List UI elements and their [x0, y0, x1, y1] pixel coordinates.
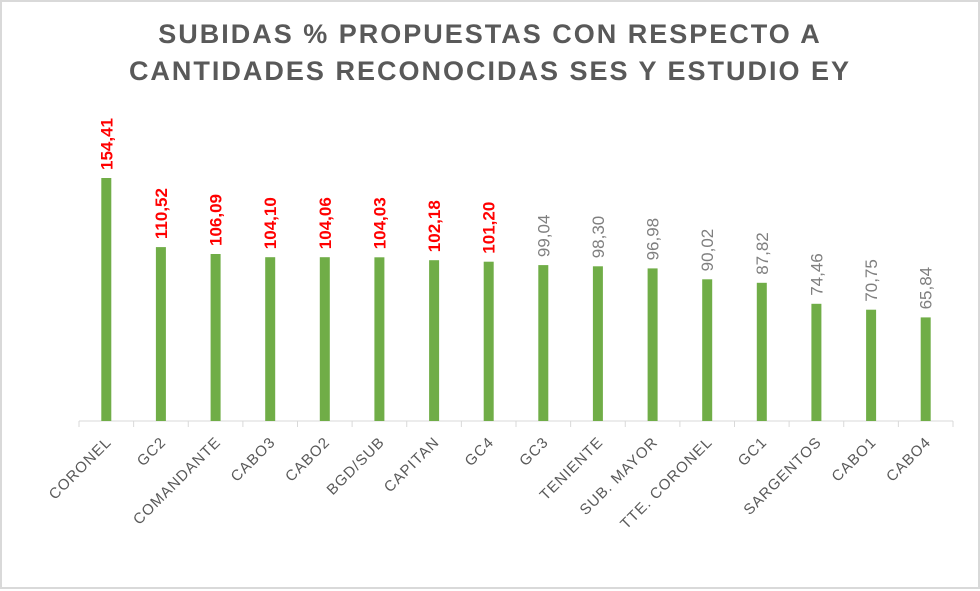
data-label: 101,20	[480, 202, 499, 254]
data-label: 102,18	[425, 200, 444, 252]
data-label: 104,06	[316, 197, 335, 249]
data-label: 90,02	[698, 229, 717, 272]
data-label: 98,30	[589, 216, 608, 259]
bar-gc2	[155, 247, 166, 421]
data-label: 104,03	[370, 197, 389, 249]
bar-tte-coronel	[702, 279, 713, 421]
bar-sub-mayor	[647, 268, 658, 421]
chart-title: SUBIDAS % PROPUESTAS CON RESPECTO A CANT…	[2, 16, 978, 90]
category-label: GC1	[735, 434, 771, 470]
category-label: CABO4	[883, 434, 935, 486]
bar-coronel	[101, 178, 112, 421]
data-label: 154,41	[97, 118, 116, 170]
category-label: TTE. CORONEL	[617, 434, 716, 533]
data-label: 96,98	[644, 218, 663, 261]
bar-gc4	[483, 261, 494, 421]
bar-gc3	[538, 265, 549, 421]
category-label: BGD/SUB	[324, 434, 389, 499]
chart-title-line-2: CANTIDADES RECONOCIDAS SES Y ESTUDIO EY	[128, 56, 852, 86]
category-label: GC3	[516, 434, 552, 470]
category-label: CABO1	[828, 434, 880, 486]
bar-sargentos	[811, 303, 822, 421]
data-label: 110,52	[152, 188, 171, 239]
data-label: 74,46	[807, 253, 826, 296]
chart-title-line-1: SUBIDAS % PROPUESTAS CON RESPECTO A	[158, 19, 822, 49]
bar-gc1	[756, 282, 767, 421]
category-label: CAPITAN	[381, 434, 443, 496]
bar-comandante	[210, 254, 221, 421]
bar-bgd-sub	[374, 257, 385, 421]
category-label: CABO3	[228, 434, 280, 486]
data-label: 99,04	[534, 215, 553, 258]
bar-cabo1	[866, 309, 877, 421]
data-label: 65,84	[917, 267, 936, 310]
category-label: CORONEL	[46, 434, 115, 503]
data-label: 106,09	[207, 194, 226, 246]
bar-cabo2	[319, 257, 330, 421]
bar-capitan	[429, 260, 440, 421]
bar-cabo3	[265, 257, 276, 421]
data-label: 104,10	[261, 197, 280, 249]
bar-teniente	[592, 266, 603, 421]
bar-cabo4	[920, 317, 931, 421]
data-label: 87,82	[753, 232, 772, 275]
category-label: CABO2	[282, 434, 334, 486]
category-label: GC2	[134, 434, 170, 470]
data-label: 70,75	[862, 259, 881, 302]
category-label: GC4	[462, 434, 498, 470]
